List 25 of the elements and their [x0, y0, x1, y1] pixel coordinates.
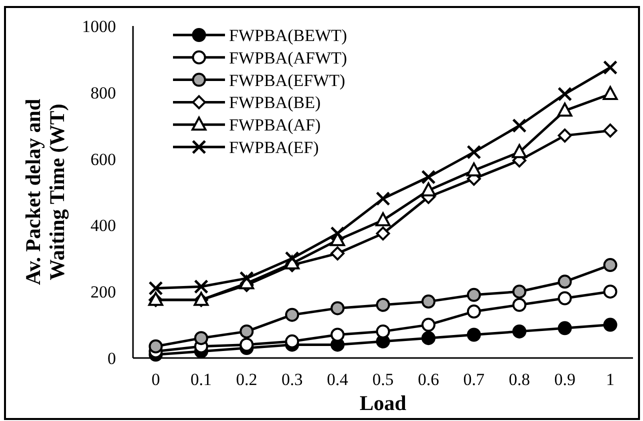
- x-tick-label: 0.7: [463, 370, 486, 389]
- x-tick-label: 0.6: [418, 370, 440, 389]
- legend-label: FWPBA(BEWT): [229, 26, 348, 45]
- legend-label: FWPBA(BE): [229, 93, 321, 112]
- x-axis-title: Load: [360, 391, 407, 415]
- legend-label: FWPBA(AF): [229, 116, 321, 135]
- y-tick-label: 600: [90, 150, 116, 169]
- legend-label: FWPBA(EF): [229, 138, 319, 157]
- x-tick-label: 0.2: [236, 370, 258, 389]
- legend-label: FWPBA(EFWT): [229, 70, 346, 90]
- y-tick-label: 400: [90, 216, 116, 236]
- y-axis-title: Av. Packet delay and Waiting Time (WT): [21, 98, 69, 286]
- x-tick-label: 0.8: [508, 370, 530, 389]
- x-tick-label: 0: [151, 370, 160, 389]
- x-tick-label: 1: [606, 370, 615, 389]
- y-tick-label: 800: [90, 83, 116, 102]
- x-tick-label: 0.1: [190, 370, 212, 389]
- x-tick-label: 0.3: [281, 370, 303, 389]
- y-tick-label: 200: [90, 282, 116, 302]
- x-tick-label: 0.5: [372, 370, 394, 389]
- legend-label: FWPBA(AFWT): [229, 48, 348, 68]
- x-tick-label: 0.4: [326, 370, 349, 389]
- x-tick-label: 0.9: [554, 370, 576, 389]
- y-tick-label: 1000: [82, 16, 116, 36]
- y-tick-label: 0: [108, 348, 116, 368]
